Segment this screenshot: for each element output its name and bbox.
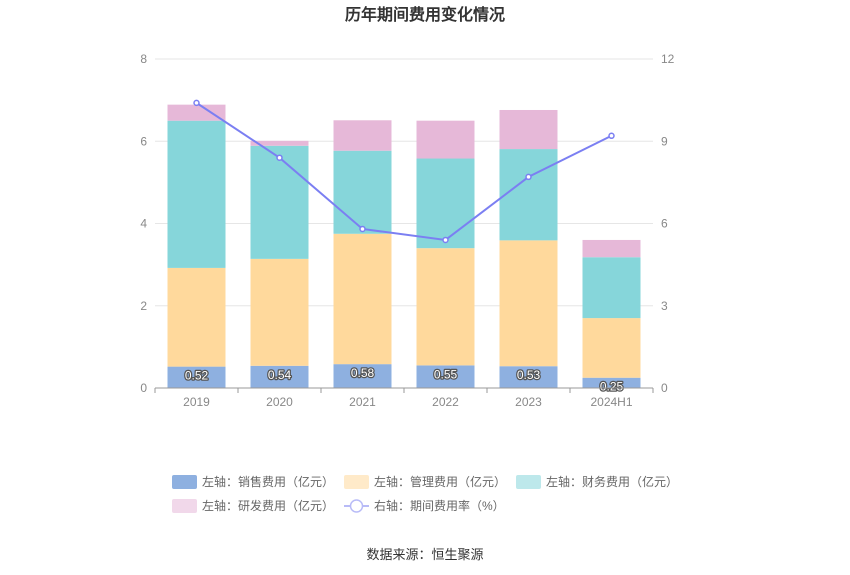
bar-segment	[333, 150, 392, 234]
legend-swatch	[516, 475, 541, 489]
line-path	[195, 102, 612, 241]
bar-segment	[416, 120, 475, 159]
bar-segment	[582, 318, 641, 378]
bar-value-label: 0.25	[600, 380, 624, 394]
legend-swatch	[172, 475, 197, 489]
legend-swatch	[344, 475, 369, 489]
legend-label: 左轴：财务费用（亿元）	[546, 474, 678, 489]
bar-segment	[416, 158, 475, 249]
left-axis-tick-label: 4	[140, 217, 147, 231]
x-axis-tick-label: 2024H1	[590, 395, 632, 409]
bar-segment	[333, 120, 392, 151]
bar-segment	[416, 365, 475, 388]
left-axis-tick-label: 2	[140, 299, 147, 313]
bar-value-label: 0.58	[351, 366, 375, 380]
x-axis-tick-label: 2021	[349, 395, 376, 409]
left-axis-tick-label: 6	[140, 134, 147, 148]
x-axis-tick-label: 2023	[515, 395, 542, 409]
bar-segment	[416, 248, 475, 366]
expense-rate-line	[193, 99, 615, 244]
bar-segment	[499, 149, 558, 241]
bar-segment	[582, 377, 641, 388]
axes: 0 2 4 6 8 0 3 6 9 12 2019 2020 2021 2022 2023 2024H1	[140, 52, 674, 409]
bar-value-label: 0.54	[268, 368, 292, 382]
line-point	[193, 99, 200, 107]
bar-segment	[250, 258, 309, 366]
bar-segment	[333, 364, 392, 388]
bar-segment	[250, 365, 309, 388]
right-axis-tick-label: 9	[661, 134, 668, 148]
bar-segment	[582, 257, 641, 319]
bar-segment	[250, 145, 309, 259]
bar-segment	[167, 120, 226, 268]
bar-segment	[499, 366, 558, 388]
legend-label: 左轴：研发费用（亿元）	[202, 498, 334, 513]
bar-segment	[167, 104, 226, 121]
legend-marker	[349, 499, 364, 513]
x-axis-tick-label: 2020	[266, 395, 293, 409]
line-point	[276, 154, 283, 161]
legend-label: 左轴：管理费用（亿元）	[374, 474, 506, 489]
bar-value-label: 0.52	[185, 369, 209, 383]
line-point	[608, 132, 615, 140]
x-axis-tick-label: 2022	[432, 395, 459, 409]
bar-value-labels: 0.52 0.54 0.58 0.55 0.53 0.25	[184, 365, 625, 395]
legend-label: 左轴：销售费用（亿元）	[202, 474, 334, 489]
legend: 左轴：销售费用（亿元） 左轴：管理费用（亿元） 左轴：财务费用（亿元） 左轴：研发费用…	[172, 474, 678, 513]
right-axis-tick-label: 3	[661, 299, 668, 313]
bar-segment	[167, 366, 226, 388]
right-axis-tick-label: 12	[661, 52, 675, 66]
chart-title: 历年期间费用变化情况	[345, 5, 505, 24]
bar-value-label: 0.55	[434, 367, 458, 381]
right-axis-tick-label: 6	[661, 217, 668, 231]
stacked-bars	[167, 104, 641, 388]
bar-value-label: 0.53	[517, 368, 541, 382]
right-axis-tick-label: 0	[661, 381, 668, 395]
bar-segment	[582, 239, 641, 258]
source-note: 数据来源：恒生聚源	[366, 547, 483, 562]
line-point	[359, 225, 366, 233]
bar-segment	[499, 240, 558, 367]
gridlines	[155, 58, 653, 307]
x-axis-tick-label: 2019	[183, 395, 210, 409]
bar-segment	[167, 267, 226, 367]
bar-segment	[333, 233, 392, 365]
legend-label: 右轴：期间费用率（%）	[374, 498, 505, 513]
legend-swatch	[172, 499, 197, 513]
line-point	[442, 236, 449, 244]
bar-segment	[250, 140, 309, 146]
line-point	[525, 173, 532, 181]
left-axis-tick-label: 0	[140, 381, 147, 395]
left-axis-tick-label: 8	[140, 52, 147, 66]
bar-segment	[499, 109, 558, 150]
